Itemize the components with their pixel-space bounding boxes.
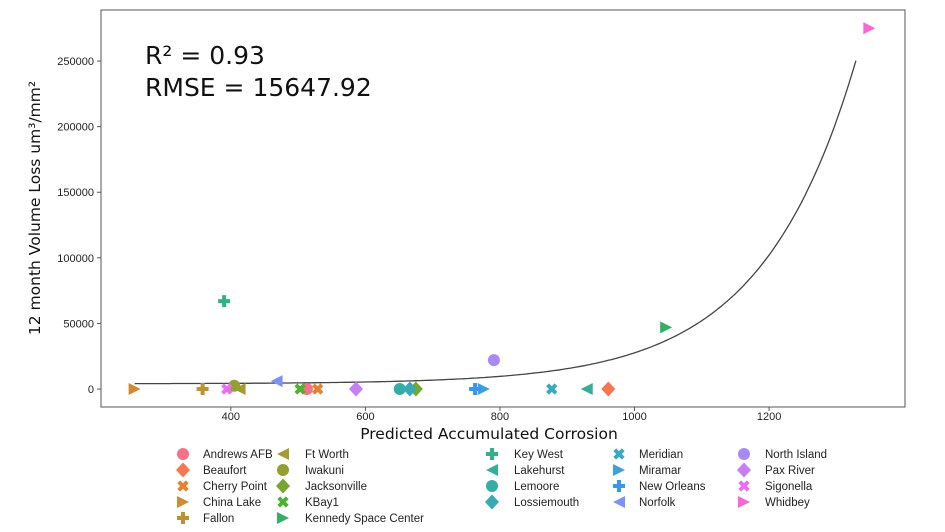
legend-marker-icon bbox=[613, 464, 625, 476]
data-point bbox=[393, 383, 406, 396]
legend-marker-icon bbox=[485, 494, 499, 510]
x-tick-label: 800 bbox=[491, 411, 509, 423]
legend-marker-icon bbox=[277, 512, 289, 524]
y-tick-label: 250000 bbox=[57, 56, 94, 68]
legend-entry: Andrews AFB bbox=[203, 449, 273, 461]
legend-entry: New Orleans bbox=[639, 481, 706, 493]
legend-entry: Sigonella bbox=[765, 481, 813, 493]
data-point bbox=[311, 383, 324, 395]
legend-marker-icon bbox=[177, 512, 189, 524]
legend-entry: Lemoore bbox=[514, 481, 559, 493]
legend-marker-icon bbox=[738, 480, 750, 492]
legend-marker-icon bbox=[277, 448, 289, 460]
y-tick-label: 100000 bbox=[57, 253, 94, 265]
x-tick-label: 1200 bbox=[757, 411, 781, 423]
x-axis-label: Predicted Accumulated Corrosion bbox=[360, 425, 618, 443]
legend-marker-icon bbox=[738, 496, 750, 508]
legend-marker-icon bbox=[613, 480, 625, 492]
legend-entry: Jacksonville bbox=[305, 481, 367, 493]
legend-entry: Iwakuni bbox=[305, 465, 344, 477]
fit-curve bbox=[134, 60, 857, 385]
data-point bbox=[233, 383, 246, 396]
data-point bbox=[294, 383, 306, 395]
y-tick-label: 0 bbox=[88, 384, 94, 396]
data-point bbox=[546, 383, 558, 395]
legend-entry: Norfolk bbox=[639, 497, 676, 509]
x-tick-label: 400 bbox=[222, 411, 240, 423]
y-tick-label: 200000 bbox=[57, 122, 94, 134]
legend-marker-icon bbox=[486, 480, 498, 492]
data-point bbox=[228, 379, 241, 392]
legend-entry: Key West bbox=[514, 449, 564, 461]
legend-entry: Miramar bbox=[639, 465, 681, 477]
legend-marker-icon bbox=[277, 464, 289, 476]
data-point bbox=[270, 375, 283, 388]
data-point bbox=[469, 383, 482, 396]
legend-marker-icon bbox=[486, 464, 498, 476]
legend-marker-icon bbox=[613, 496, 625, 508]
r2-annotation: R² = 0.93 bbox=[145, 41, 265, 70]
data-point bbox=[128, 383, 141, 396]
data-point bbox=[477, 383, 490, 396]
legend-entry: KBay1 bbox=[305, 497, 339, 509]
legend-marker-icon bbox=[613, 448, 625, 460]
legend-entry: Cherry Point bbox=[203, 481, 268, 493]
data-point bbox=[221, 383, 233, 395]
y-tick-label: 150000 bbox=[57, 187, 94, 199]
legend-entry: Kennedy Space Center bbox=[305, 513, 424, 525]
data-point bbox=[348, 381, 363, 397]
legend-marker-icon bbox=[177, 496, 189, 508]
data-point bbox=[402, 381, 417, 397]
legend-marker-icon bbox=[276, 478, 290, 494]
legend-entry: North Island bbox=[765, 449, 827, 461]
y-tick-label: 50000 bbox=[63, 318, 94, 330]
y-axis-label: 12 month Volume Loss um³/mm² bbox=[26, 81, 44, 335]
legend-entry: Pax River bbox=[765, 465, 815, 477]
legend-entry: China Lake bbox=[203, 497, 261, 509]
legend-marker-icon bbox=[486, 448, 498, 460]
legend-marker-icon bbox=[737, 462, 751, 478]
legend-entry: Beaufort bbox=[203, 465, 247, 477]
x-tick-label: 600 bbox=[356, 411, 374, 423]
data-point bbox=[601, 381, 616, 397]
legend-marker-icon bbox=[177, 448, 189, 460]
data-point bbox=[487, 354, 500, 367]
legend-entry: Meridian bbox=[639, 449, 683, 461]
plot-frame bbox=[100, 9, 906, 408]
data-point bbox=[218, 295, 231, 308]
x-tick-label: 1000 bbox=[622, 411, 646, 423]
legend-marker-icon bbox=[277, 496, 289, 508]
legend-marker-icon bbox=[738, 448, 750, 460]
legend-entry: Ft Worth bbox=[305, 449, 349, 461]
rmse-annotation: RMSE = 15647.92 bbox=[145, 73, 372, 102]
legend-entry: Whidbey bbox=[765, 497, 810, 509]
data-point bbox=[660, 321, 673, 334]
data-point bbox=[863, 22, 876, 35]
legend-marker-icon bbox=[177, 480, 189, 492]
data-point bbox=[580, 383, 593, 396]
legend: Andrews AFB Beaufort Cherry Point China Lak… bbox=[176, 448, 827, 525]
legend-entry: Lossiemouth bbox=[514, 497, 579, 509]
legend-marker-icon bbox=[176, 462, 190, 478]
legend-entry: Fallon bbox=[203, 513, 234, 525]
legend-entry: Lakehurst bbox=[514, 465, 565, 477]
data-point bbox=[196, 383, 209, 396]
